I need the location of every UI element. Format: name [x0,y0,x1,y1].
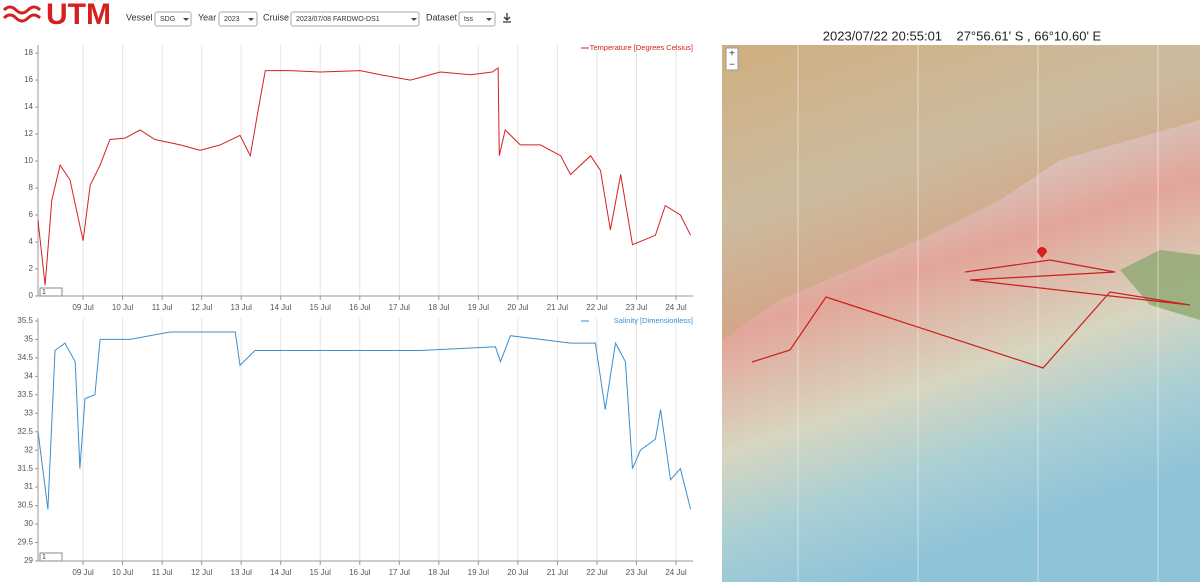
x-tick-label: 16 Jul [349,568,371,577]
zoom-out[interactable]: − [729,60,735,71]
x-tick-label: 24 Jul [665,568,687,577]
x-tick-label: 23 Jul [626,568,648,577]
x-tick-label: 22 Jul [586,568,608,577]
y-tick-label: 6 [29,210,34,219]
x-tick-label: 12 Jul [191,303,213,312]
x-tick-label: 23 Jul [626,303,648,312]
select-arrow [411,18,417,21]
y-tick-label: 29.5 [17,538,33,547]
header: UTM Vessel SDG Year 2023 Cruise 2023/07/… [2,0,511,31]
position-marker[interactable] [1037,247,1047,258]
legend-label: Temperature [Degrees Celsius] [590,43,693,52]
y-tick-label: 33 [24,408,33,417]
y-tick-label: 32 [24,445,33,454]
data-line [37,331,692,510]
x-tick-label: 24 Jul [665,303,687,312]
y-tick-label: 31 [24,482,33,491]
y-tick-label: 34 [24,371,33,380]
select-value: tss [464,16,473,23]
control-label: Cruise [263,12,289,22]
range-input[interactable] [39,287,63,297]
select-arrow [183,18,189,21]
select-arrow [486,18,492,21]
vessel-select[interactable] [154,11,192,27]
charts: 09 Jul 10 Jul 11 Jul 12 Jul 13 Jul 14 Jul 15 J… [17,43,693,577]
cruise-select[interactable] [290,11,420,27]
x-tick-label: 22 Jul [586,303,608,312]
y-tick-label: 29 [24,556,33,565]
x-tick-label: 16 Jul [349,303,371,312]
control-label: Vessel [126,12,153,22]
y-tick-label: 30.5 [17,501,33,510]
y-tick-label: 14 [24,102,33,111]
y-tick-label: 10 [24,156,33,165]
zoom-in[interactable]: + [729,49,735,60]
land [1120,250,1200,320]
zoom-control [725,47,739,71]
y-tick-label: 8 [29,183,34,192]
x-tick-label: 11 Jul [152,568,173,577]
y-tick-label: 35 [24,335,33,344]
y-tick-label: 32.5 [17,427,33,436]
control-label: Dataset [426,12,458,22]
legend-label: Salinity [Dimensionless] [614,316,693,325]
y-tick-label: 30 [24,519,33,528]
y-tick-label: 34.5 [17,353,33,362]
x-tick-label: 11 Jul [152,303,173,312]
map-title: 2023/07/22 20:55:01 27°56.61' S , 66°10.… [823,28,1102,43]
y-tick-label: 0 [29,291,34,300]
x-tick-label: 15 Jul [310,303,332,312]
y-tick-label: 16 [24,75,33,84]
control-label: Year [198,12,216,22]
x-tick-label: 14 Jul [270,303,292,312]
x-tick-label: 12 Jul [191,568,213,577]
x-tick-label: 17 Jul [389,303,411,312]
x-tick-label: 19 Jul [468,568,490,577]
range-input-value: 1 [42,554,46,561]
map: 2023/07/22 20:55:01 27°56.61' S , 66°10.… [722,28,1200,582]
y-tick-label: 4 [29,237,34,246]
range-input[interactable] [39,552,63,562]
x-tick-label: 14 Jul [270,568,292,577]
year-select[interactable] [218,11,258,27]
x-tick-label: 10 Jul [112,303,134,312]
x-tick-label: 19 Jul [468,303,490,312]
range-input-value: 1 [42,289,46,296]
select-value: 2023/07/08 FARDWO-DS1 [296,16,380,23]
x-tick-label: 10 Jul [112,568,134,577]
x-tick-label: 13 Jul [231,568,253,577]
x-tick-label: 17 Jul [389,568,411,577]
y-tick-label: 18 [24,48,33,57]
download-button[interactable] [503,13,511,23]
x-tick-label: 21 Jul [547,303,569,312]
x-tick-label: 09 Jul [72,568,94,577]
logo: UTM [46,0,111,31]
y-tick-label: 12 [24,129,33,138]
y-tick-label: 31.5 [17,464,33,473]
select-value: SDG [160,16,175,23]
dataset-select[interactable] [458,11,496,27]
x-tick-label: 21 Jul [547,568,569,577]
select-arrow [248,18,254,21]
x-tick-label: 09 Jul [72,303,94,312]
land [722,45,1200,340]
y-tick-label: 33.5 [17,390,33,399]
x-tick-label: 13 Jul [231,303,253,312]
x-tick-label: 15 Jul [310,568,332,577]
x-tick-label: 18 Jul [428,568,450,577]
logo-icon [2,5,42,23]
cruise-track [751,259,1191,369]
y-tick-label: 35.5 [17,316,33,325]
select-value: 2023 [224,16,240,23]
y-tick-label: 2 [29,264,34,273]
map-grid [797,45,1159,582]
data-line [37,66,692,286]
x-tick-label: 20 Jul [507,568,529,577]
x-tick-label: 20 Jul [507,303,529,312]
x-tick-label: 18 Jul [428,303,450,312]
